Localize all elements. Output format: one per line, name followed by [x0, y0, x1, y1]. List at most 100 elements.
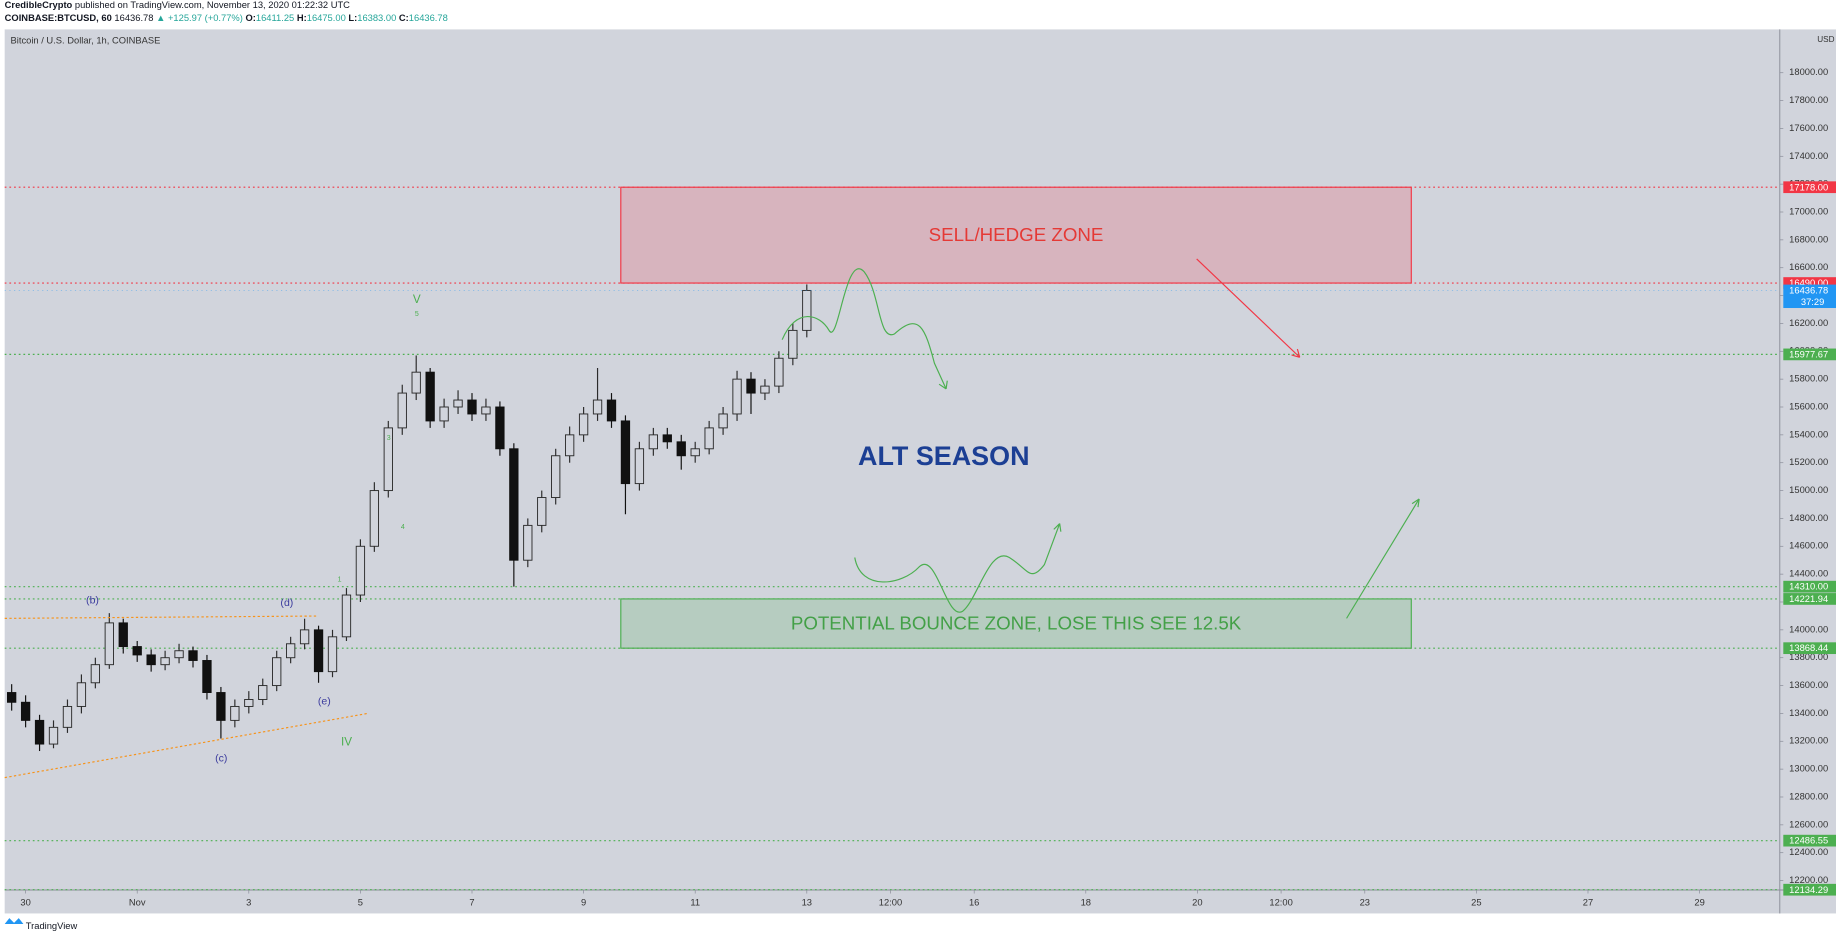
candle-body	[523, 524, 533, 561]
x-tick-label: 11	[690, 897, 700, 907]
level-tag	[1783, 642, 1836, 655]
candle-body	[718, 413, 728, 429]
ohlc-value: 16411.25	[256, 13, 294, 23]
y-tick-label: 15200.00	[1789, 457, 1828, 467]
projection-path	[854, 523, 1061, 613]
level-tag	[1783, 277, 1836, 289]
x-tick-label: 25	[1471, 897, 1481, 907]
candle-body	[62, 705, 73, 728]
arrow	[1346, 498, 1420, 619]
zone-label: SELL/HEDGE ZONE	[929, 224, 1104, 245]
candle-body	[676, 441, 686, 457]
y-tick-label: 13200.00	[1789, 736, 1828, 746]
ohlc-key: H:	[297, 13, 307, 23]
zone	[620, 598, 1412, 649]
level-tag	[1783, 883, 1836, 896]
level-tag-label: 14310.00	[1789, 582, 1828, 592]
alt-season: ALT SEASON	[858, 441, 1030, 471]
y-tick-label: 12200.00	[1789, 875, 1828, 885]
arrow	[1196, 258, 1301, 358]
candle-body	[592, 399, 603, 415]
candle-body	[272, 657, 282, 687]
candle-body	[286, 643, 296, 659]
x-tick-label: 3	[246, 897, 251, 907]
candle-body	[453, 399, 463, 408]
y-tick-label: 13600.00	[1789, 680, 1828, 690]
candle-body	[788, 329, 798, 359]
x-tick-label: 29	[1694, 897, 1704, 907]
level-tag-label: 17178.00	[1789, 182, 1828, 192]
footer-logo	[4, 918, 24, 924]
candle-body	[411, 371, 421, 394]
candle-body	[495, 406, 505, 450]
levels	[4, 186, 1780, 891]
published: published on TradingView.com, November 1…	[75, 0, 350, 10]
wave-label: (c)	[215, 753, 227, 765]
candle-body	[258, 685, 268, 700]
zones: SELL/HEDGE ZONE POTENTIAL BOUNCE ZONE, LO…	[620, 186, 1412, 649]
y-tick-label: 12600.00	[1789, 819, 1828, 829]
candle-body	[439, 406, 449, 422]
y-tick-label: 12400.00	[1789, 847, 1828, 857]
candle-body	[481, 406, 491, 415]
level-tag-label: 12486.55	[1789, 836, 1828, 846]
trend-line	[4, 712, 369, 779]
candle-body	[76, 682, 87, 707]
y-tick-label: 16600.00	[1789, 262, 1828, 272]
y-tick-label: 17400.00	[1789, 151, 1828, 161]
y-tick-label: 14000.00	[1789, 624, 1828, 634]
candle-body	[634, 448, 645, 485]
wave-label: IV	[341, 736, 352, 749]
trend-line	[4, 615, 317, 619]
arrow-head	[1053, 523, 1062, 532]
candle-body	[551, 455, 561, 499]
arrow-head	[938, 380, 948, 390]
level-tag-label: 15977.67	[1789, 349, 1828, 359]
candle-body	[383, 427, 393, 492]
candle-body	[802, 289, 812, 331]
candle-body	[704, 427, 714, 450]
wave-label: V	[413, 293, 421, 306]
candle-body	[732, 378, 742, 415]
wave-label: 1	[338, 577, 342, 584]
candle-body	[760, 385, 770, 394]
wave-label: (d)	[280, 597, 293, 609]
level-tag	[1783, 593, 1836, 605]
y-tick-label: 16800.00	[1789, 234, 1828, 244]
level-tag	[1783, 834, 1836, 847]
candle-body	[313, 629, 324, 673]
candle-body	[537, 497, 547, 526]
y-tick-label: 14400.00	[1789, 569, 1828, 579]
candle-body	[425, 371, 435, 422]
symbol: COINBASE:BTCUSD, 60	[5, 13, 112, 23]
x-tick-label: 12:00	[879, 897, 902, 907]
publisher: CredibleCrypto	[5, 0, 73, 10]
y-tick-label: 15400.00	[1789, 429, 1828, 439]
candle-body	[216, 692, 226, 721]
chart-title: Bitcoin / U.S. Dollar, 1h, COINBASE	[11, 36, 161, 46]
ohlc-value: 16383.00	[357, 13, 396, 23]
x-tick-label: Nov	[129, 897, 146, 907]
candle-body	[188, 650, 198, 661]
candle-body	[355, 545, 366, 596]
candle-body	[34, 719, 45, 745]
candle-body	[509, 448, 519, 561]
level-tag-label: 14221.94	[1789, 594, 1828, 604]
wave-label: 4	[401, 524, 405, 531]
candle-body	[132, 646, 142, 656]
arrow-head	[1411, 498, 1420, 508]
x-tick-label: 20	[1192, 897, 1202, 907]
y-tick-label: 13000.00	[1789, 764, 1828, 774]
countdown: 37:29	[1801, 297, 1824, 307]
level-tag-label: 12134.29	[1789, 885, 1828, 895]
candle-body	[746, 378, 756, 394]
annotations: ALT SEASON (b) (c) (d) (e) IV V 5 3 4 1	[86, 293, 1029, 765]
x-tick-label: 9	[581, 897, 586, 907]
candle-body	[244, 699, 254, 707]
x-tick-label: 16	[969, 897, 979, 907]
candle-body	[230, 705, 240, 721]
candle-body	[174, 650, 184, 659]
candle-body	[774, 357, 784, 387]
candle-body	[662, 434, 672, 443]
